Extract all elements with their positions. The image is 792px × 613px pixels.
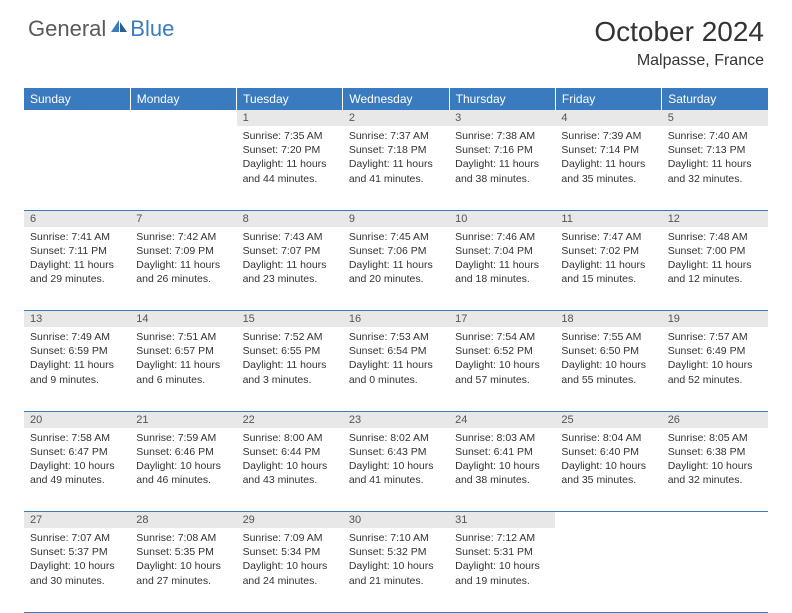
- daydata-empty: [555, 528, 661, 535]
- daynum: 26: [662, 412, 768, 428]
- daynum: 21: [130, 412, 236, 428]
- daydata: Sunrise: 7:51 AMSunset: 6:57 PMDaylight:…: [130, 327, 236, 391]
- daynum: 15: [237, 311, 343, 327]
- daydata: Sunrise: 7:45 AMSunset: 7:06 PMDaylight:…: [343, 227, 449, 291]
- daynum: 28: [130, 512, 236, 528]
- daydata: Sunrise: 7:55 AMSunset: 6:50 PMDaylight:…: [555, 327, 661, 391]
- daynum-empty: [24, 110, 130, 126]
- daynum-empty: [130, 110, 236, 126]
- daydata: Sunrise: 7:10 AMSunset: 5:32 PMDaylight:…: [343, 528, 449, 592]
- col-friday: Friday: [555, 88, 661, 110]
- daynum: 24: [449, 412, 555, 428]
- daynum: 10: [449, 211, 555, 227]
- daynum: 19: [662, 311, 768, 327]
- daynum: 8: [237, 211, 343, 227]
- daynum: 3: [449, 110, 555, 126]
- col-monday: Monday: [130, 88, 236, 110]
- daynum: 4: [555, 110, 661, 126]
- daydata: Sunrise: 7:35 AMSunset: 7:20 PMDaylight:…: [237, 126, 343, 190]
- header: General Blue October 2024 Malpasse, Fran…: [0, 0, 792, 80]
- daynum: 2: [343, 110, 449, 126]
- daynum: 29: [237, 512, 343, 528]
- daydata: Sunrise: 7:46 AMSunset: 7:04 PMDaylight:…: [449, 227, 555, 291]
- daydata: Sunrise: 7:57 AMSunset: 6:49 PMDaylight:…: [662, 327, 768, 391]
- daynum: 6: [24, 211, 130, 227]
- daynum: 9: [343, 211, 449, 227]
- daynum: 20: [24, 412, 130, 428]
- daydata: Sunrise: 8:00 AMSunset: 6:44 PMDaylight:…: [237, 428, 343, 492]
- daynum: 14: [130, 311, 236, 327]
- logo-text-blue: Blue: [130, 16, 174, 42]
- daydata: Sunrise: 7:42 AMSunset: 7:09 PMDaylight:…: [130, 227, 236, 291]
- daynum: 12: [662, 211, 768, 227]
- weekday-header-row: Sunday Monday Tuesday Wednesday Thursday…: [24, 88, 768, 110]
- col-tuesday: Tuesday: [237, 88, 343, 110]
- daydata: Sunrise: 8:05 AMSunset: 6:38 PMDaylight:…: [662, 428, 768, 492]
- daynum: 18: [555, 311, 661, 327]
- daydata: Sunrise: 7:47 AMSunset: 7:02 PMDaylight:…: [555, 227, 661, 291]
- location: Malpasse, France: [594, 52, 764, 70]
- logo-text-general: General: [28, 16, 106, 42]
- daydata-empty: [24, 126, 130, 133]
- col-thursday: Thursday: [449, 88, 555, 110]
- logo: General Blue: [28, 16, 174, 42]
- daynum: 30: [343, 512, 449, 528]
- month-title: October 2024: [594, 16, 764, 48]
- daynum: 27: [24, 512, 130, 528]
- daynum: 23: [343, 412, 449, 428]
- daynum: 22: [237, 412, 343, 428]
- daydata: Sunrise: 8:04 AMSunset: 6:40 PMDaylight:…: [555, 428, 661, 492]
- daynum: 1: [237, 110, 343, 126]
- daydata: Sunrise: 8:02 AMSunset: 6:43 PMDaylight:…: [343, 428, 449, 492]
- daydata: Sunrise: 7:40 AMSunset: 7:13 PMDaylight:…: [662, 126, 768, 190]
- daydata: Sunrise: 7:43 AMSunset: 7:07 PMDaylight:…: [237, 227, 343, 291]
- daydata: Sunrise: 8:03 AMSunset: 6:41 PMDaylight:…: [449, 428, 555, 492]
- daydata: Sunrise: 7:41 AMSunset: 7:11 PMDaylight:…: [24, 227, 130, 291]
- col-wednesday: Wednesday: [343, 88, 449, 110]
- daydata: Sunrise: 7:53 AMSunset: 6:54 PMDaylight:…: [343, 327, 449, 391]
- daydata: Sunrise: 7:48 AMSunset: 7:00 PMDaylight:…: [662, 227, 768, 291]
- daynum: 16: [343, 311, 449, 327]
- logo-sail-icon: [110, 19, 128, 33]
- daydata: Sunrise: 7:07 AMSunset: 5:37 PMDaylight:…: [24, 528, 130, 592]
- daynum: 5: [662, 110, 768, 126]
- calendar-table: Sunday Monday Tuesday Wednesday Thursday…: [24, 88, 768, 613]
- col-saturday: Saturday: [662, 88, 768, 110]
- daydata: Sunrise: 7:12 AMSunset: 5:31 PMDaylight:…: [449, 528, 555, 592]
- daydata: Sunrise: 7:37 AMSunset: 7:18 PMDaylight:…: [343, 126, 449, 190]
- daydata: Sunrise: 7:52 AMSunset: 6:55 PMDaylight:…: [237, 327, 343, 391]
- daydata: Sunrise: 7:49 AMSunset: 6:59 PMDaylight:…: [24, 327, 130, 391]
- daynum-empty: [662, 512, 768, 528]
- daydata-empty: [130, 126, 236, 133]
- daynum: 17: [449, 311, 555, 327]
- daydata-empty: [662, 528, 768, 535]
- daynum: 31: [449, 512, 555, 528]
- daynum: 13: [24, 311, 130, 327]
- daydata: Sunrise: 7:59 AMSunset: 6:46 PMDaylight:…: [130, 428, 236, 492]
- daynum: 7: [130, 211, 236, 227]
- daydata: Sunrise: 7:38 AMSunset: 7:16 PMDaylight:…: [449, 126, 555, 190]
- daydata: Sunrise: 7:39 AMSunset: 7:14 PMDaylight:…: [555, 126, 661, 190]
- daynum-empty: [555, 512, 661, 528]
- daydata: Sunrise: 7:08 AMSunset: 5:35 PMDaylight:…: [130, 528, 236, 592]
- daydata: Sunrise: 7:54 AMSunset: 6:52 PMDaylight:…: [449, 327, 555, 391]
- daydata: Sunrise: 7:58 AMSunset: 6:47 PMDaylight:…: [24, 428, 130, 492]
- daynum: 11: [555, 211, 661, 227]
- daynum: 25: [555, 412, 661, 428]
- title-block: October 2024 Malpasse, France: [594, 16, 764, 70]
- col-sunday: Sunday: [24, 88, 130, 110]
- daydata: Sunrise: 7:09 AMSunset: 5:34 PMDaylight:…: [237, 528, 343, 592]
